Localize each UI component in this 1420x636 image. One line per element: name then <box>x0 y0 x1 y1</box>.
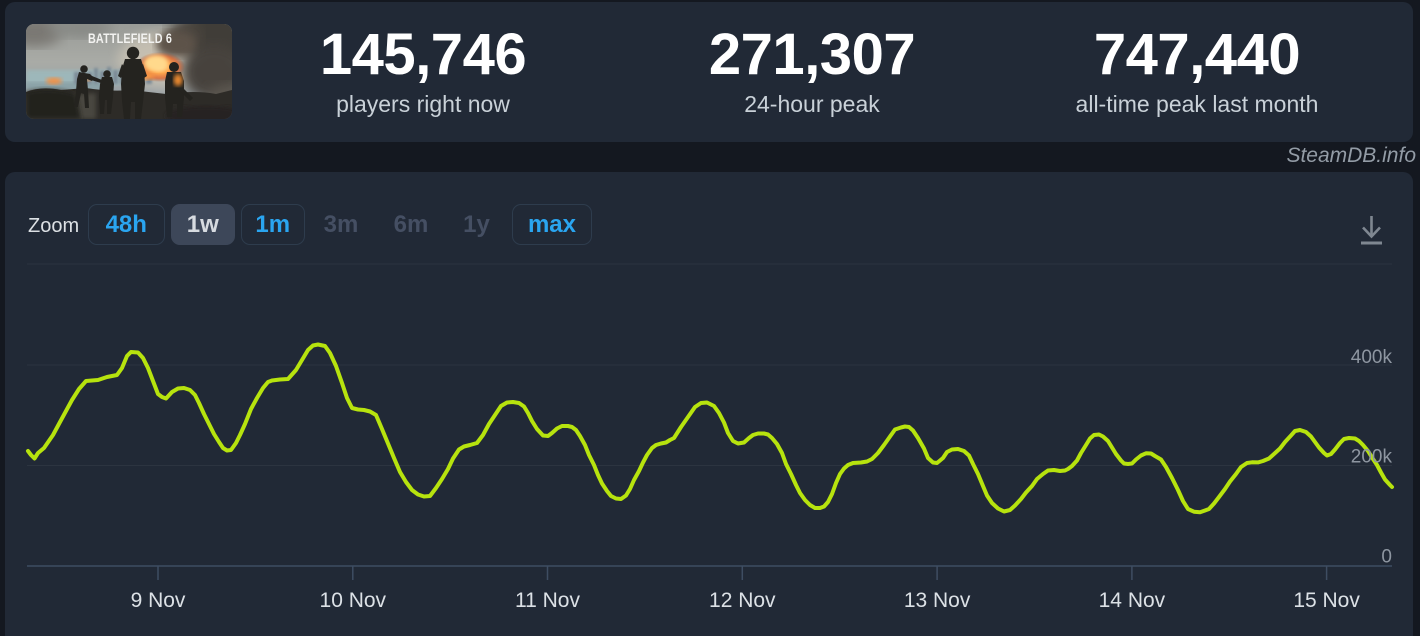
svg-text:400k: 400k <box>1351 347 1393 368</box>
svg-text:13 Nov: 13 Nov <box>904 589 971 612</box>
svg-text:0: 0 <box>1381 547 1392 568</box>
svg-text:9 Nov: 9 Nov <box>131 589 186 612</box>
svg-text:10 Nov: 10 Nov <box>320 589 387 612</box>
svg-text:BATTLEFIELD 6: BATTLEFIELD 6 <box>88 31 172 46</box>
svg-text:14 Nov: 14 Nov <box>1099 589 1166 612</box>
svg-text:15 Nov: 15 Nov <box>1293 589 1360 612</box>
svg-text:12 Nov: 12 Nov <box>709 589 776 612</box>
svg-text:200k: 200k <box>1351 447 1393 468</box>
svg-text:11 Nov: 11 Nov <box>515 589 580 612</box>
